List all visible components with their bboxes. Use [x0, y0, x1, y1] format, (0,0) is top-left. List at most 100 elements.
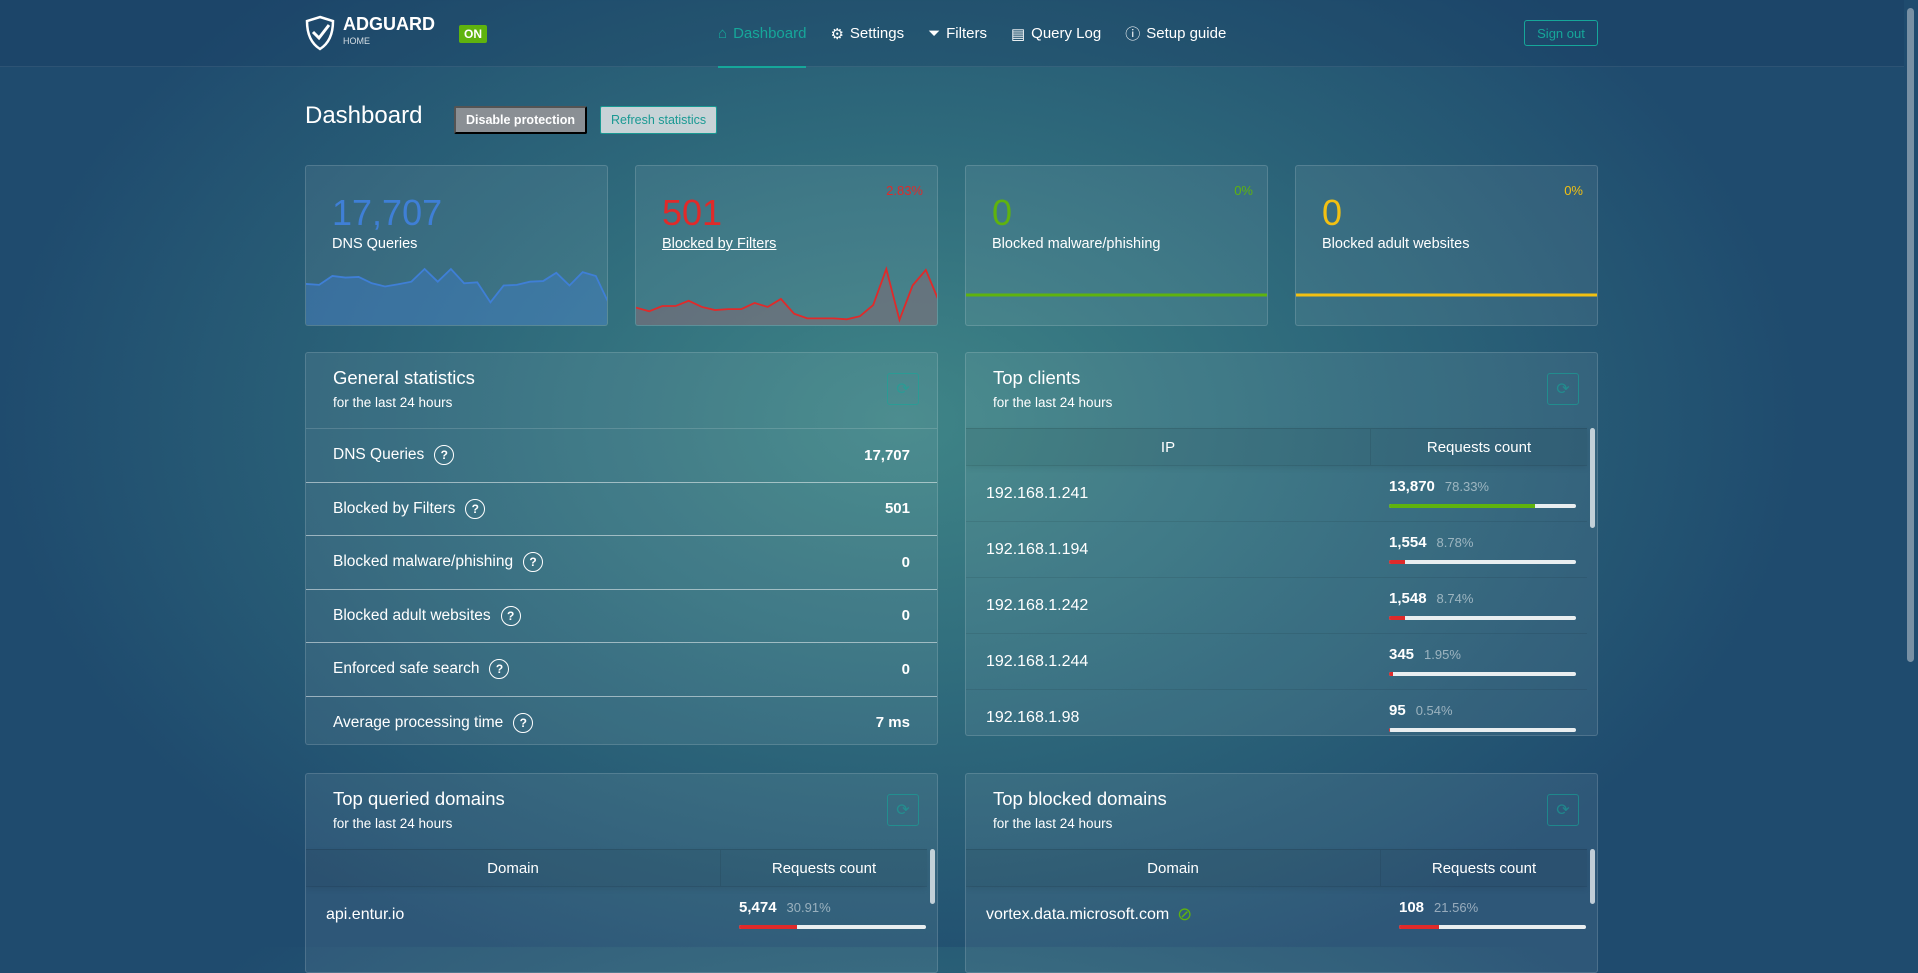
- sparkline-chart: [636, 265, 937, 325]
- table-scrollbar[interactable]: [1590, 849, 1595, 904]
- count-value: 13,870: [1389, 478, 1435, 495]
- percent-bar: [739, 925, 926, 929]
- filter-icon: ⏷: [928, 25, 941, 42]
- column-header[interactable]: Requests count: [1431, 859, 1537, 877]
- stat-card: 501 Blocked by Filters 2.83%: [635, 165, 938, 326]
- refresh-button[interactable]: ⟳: [887, 373, 919, 405]
- column-header[interactable]: Requests count: [1426, 438, 1532, 456]
- sparkline-line: [306, 267, 607, 304]
- sparkline-chart: [1296, 293, 1597, 297]
- row-label: Blocked by Filters: [333, 499, 456, 517]
- column-header[interactable]: Requests count: [771, 859, 877, 877]
- nav-query-log[interactable]: ▤ Query Log: [1011, 0, 1101, 67]
- column-header[interactable]: Domain: [306, 850, 721, 886]
- home-icon: ⌂: [718, 25, 728, 42]
- nav-label: Query Log: [1031, 25, 1102, 42]
- document-icon: ▤: [1010, 25, 1026, 43]
- row-value: 0: [901, 553, 910, 571]
- stat-row: Blocked by Filters? 501: [306, 481, 937, 535]
- unblock-eye-icon[interactable]: ⊘: [1177, 904, 1193, 924]
- table-scrollbar[interactable]: [930, 849, 935, 904]
- stat-label: Blocked adult websites: [1322, 236, 1470, 252]
- nav-filters[interactable]: ⏷ Filters: [928, 0, 987, 67]
- shield-check-icon: [305, 15, 335, 51]
- stat-value: 501: [662, 192, 723, 233]
- row-label: Average processing time: [333, 713, 504, 731]
- request-count: 95 0.54%: [1389, 702, 1453, 720]
- help-icon[interactable]: ?: [523, 552, 544, 572]
- request-count: 108 21.56%: [1399, 899, 1478, 917]
- card-subtitle: for the last 24 hours: [993, 395, 1113, 410]
- percent-bar: [1389, 560, 1576, 564]
- row-value: 0: [901, 660, 910, 678]
- count-percent: 0.54%: [1415, 703, 1453, 718]
- brand-sub: HOME: [343, 36, 370, 46]
- row-value: 0: [901, 607, 910, 624]
- refresh-button[interactable]: ⟳: [887, 794, 919, 826]
- top-blocked-domains-card: Top blocked domains for the last 24 hour…: [965, 773, 1598, 973]
- count-value: 108: [1399, 899, 1425, 916]
- count-value: 345: [1389, 646, 1415, 663]
- count-percent: 21.56%: [1434, 900, 1479, 915]
- protection-status-badge: ON: [459, 25, 487, 43]
- column-header[interactable]: Domain: [966, 850, 1381, 886]
- brand-name: ADGUARD: [343, 14, 435, 34]
- top-queried-domains-card: Top queried domains for the last 24 hour…: [305, 773, 938, 973]
- count-percent: 8.74%: [1436, 591, 1474, 606]
- request-count: 13,870 78.33%: [1389, 478, 1489, 496]
- help-icon[interactable]: ?: [500, 605, 521, 626]
- column-header[interactable]: IP: [966, 429, 1371, 465]
- percent-bar-fill: [1389, 504, 1536, 508]
- logo[interactable]: ADGUARD HOME: [305, 15, 435, 51]
- nav-label: Filters: [946, 25, 987, 42]
- top-header: ADGUARD HOME ON ⌂ Dashboard ⚙ Settings ⏷ Fil…: [0, 0, 1904, 68]
- refresh-button[interactable]: ⟳: [1547, 373, 1579, 405]
- stat-card: 0 Blocked malware/phishing 0%: [965, 165, 1268, 326]
- help-icon[interactable]: ?: [513, 712, 534, 733]
- help-icon: ⓘ: [1125, 26, 1141, 43]
- row-key: 192.168.1.241: [986, 484, 1089, 502]
- help-icon[interactable]: ?: [434, 445, 455, 465]
- percent-bar: [1389, 672, 1576, 676]
- stat-row: Blocked adult websites? 0: [306, 588, 937, 642]
- sparkline-area: [306, 269, 607, 325]
- stat-row: Average processing time? 7 ms: [306, 695, 937, 745]
- percent-bar: [1389, 728, 1576, 732]
- general-statistics-card: General statistics for the last 24 hours…: [305, 352, 938, 745]
- table-row: 192.168.1.98 95 0.54%: [966, 689, 1587, 735]
- stat-label[interactable]: Blocked by Filters: [662, 236, 777, 252]
- count-value: 95: [1389, 702, 1406, 719]
- nav-label: Setup guide: [1146, 25, 1227, 42]
- stat-row: Blocked malware/phishing? 0: [306, 535, 937, 588]
- table-row: 192.168.1.244 345 1.95%: [966, 633, 1587, 689]
- page-scrollbar[interactable]: [1907, 8, 1914, 662]
- table-scrollbar[interactable]: [1590, 428, 1595, 528]
- row-key: api.entur.io: [326, 905, 405, 923]
- stat-percent: 2.83%: [886, 183, 923, 198]
- request-count: 1,554 8.78%: [1389, 534, 1473, 552]
- row-key: 192.168.1.242: [986, 596, 1089, 614]
- disable-protection-button[interactable]: Disable protection: [454, 106, 588, 134]
- help-icon[interactable]: ?: [465, 498, 486, 519]
- nav-settings[interactable]: ⚙ Settings: [830, 0, 904, 67]
- table-row: api.entur.io 5,474 30.91%: [306, 886, 927, 942]
- help-icon[interactable]: ?: [489, 659, 510, 679]
- sparkline-chart: [966, 293, 1267, 297]
- request-count: 345 1.95%: [1389, 646, 1461, 664]
- refresh-button[interactable]: ⟳: [1547, 794, 1579, 826]
- count-value: 1,554: [1389, 534, 1427, 551]
- page-title: Dashboard: [305, 102, 423, 129]
- sign-out-button[interactable]: Sign out: [1524, 20, 1598, 46]
- table-header: Domain Requests count: [966, 849, 1587, 886]
- card-title: General statistics: [333, 367, 475, 388]
- table-header: Domain Requests count: [306, 849, 927, 886]
- table-row: vortex.data.microsoft.com ⊘ 108 21.56%: [966, 886, 1587, 942]
- refresh-icon: ⟳: [1556, 802, 1570, 819]
- nav-dashboard[interactable]: ⌂ Dashboard: [718, 0, 807, 68]
- sparkline-area: [636, 269, 937, 325]
- stat-row: DNS Queries? 17,707: [306, 428, 937, 481]
- stat-value: 0: [992, 192, 1013, 233]
- nav-setup-guide[interactable]: ⓘ Setup guide: [1125, 0, 1226, 67]
- refresh-statistics-button[interactable]: Refresh statistics: [600, 106, 718, 134]
- refresh-icon: ⟳: [896, 802, 910, 819]
